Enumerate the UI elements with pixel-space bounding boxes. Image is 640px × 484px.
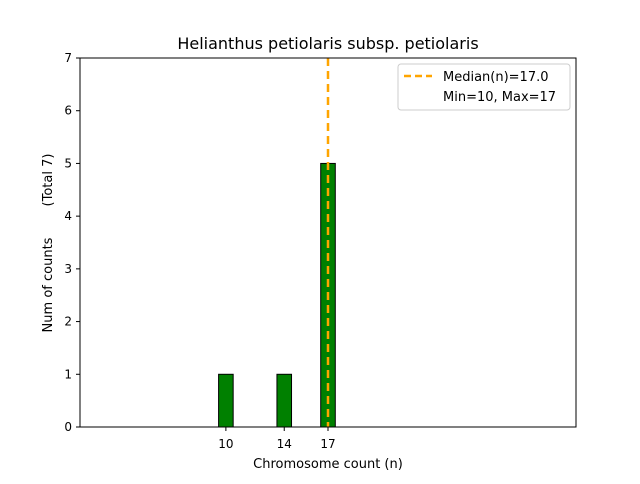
y-tick-label-0: 0 xyxy=(64,420,72,434)
y-tick-label-5: 5 xyxy=(64,156,72,170)
plot-area: 10 14 17 0 1 2 3 4 5 6 7 xyxy=(64,51,372,451)
legend-minmax-label: Min=10, Max=17 xyxy=(443,90,556,105)
y-tick-label-7: 7 xyxy=(64,51,72,65)
legend: Median(n)=17.0 Min=10, Max=17 xyxy=(397,63,571,111)
x-axis-label: Chromosome count (n) xyxy=(253,457,403,472)
y-axis-label: Num of counts xyxy=(41,237,56,332)
y-tick-label-2: 2 xyxy=(64,315,72,329)
plot-frame xyxy=(79,57,577,428)
y-tick-label-4: 4 xyxy=(64,209,72,223)
chart-title: Helianthus petiolaris subsp. petiolaris xyxy=(177,34,478,53)
bar-10 xyxy=(218,373,234,428)
bar-14 xyxy=(276,373,293,428)
y-axis-total-label: (Total 7) xyxy=(41,154,56,207)
y-tick-label-3: 3 xyxy=(64,262,72,276)
x-tick-label-10: 10 xyxy=(218,437,233,451)
legend-median-label: Median(n)=17.0 xyxy=(443,70,549,85)
x-tick-label-14: 14 xyxy=(277,437,292,451)
y-tick-label-6: 6 xyxy=(64,104,72,118)
legend-box xyxy=(397,63,571,111)
x-tick-label-17: 17 xyxy=(320,437,335,451)
y-tick-label-1: 1 xyxy=(64,367,72,381)
